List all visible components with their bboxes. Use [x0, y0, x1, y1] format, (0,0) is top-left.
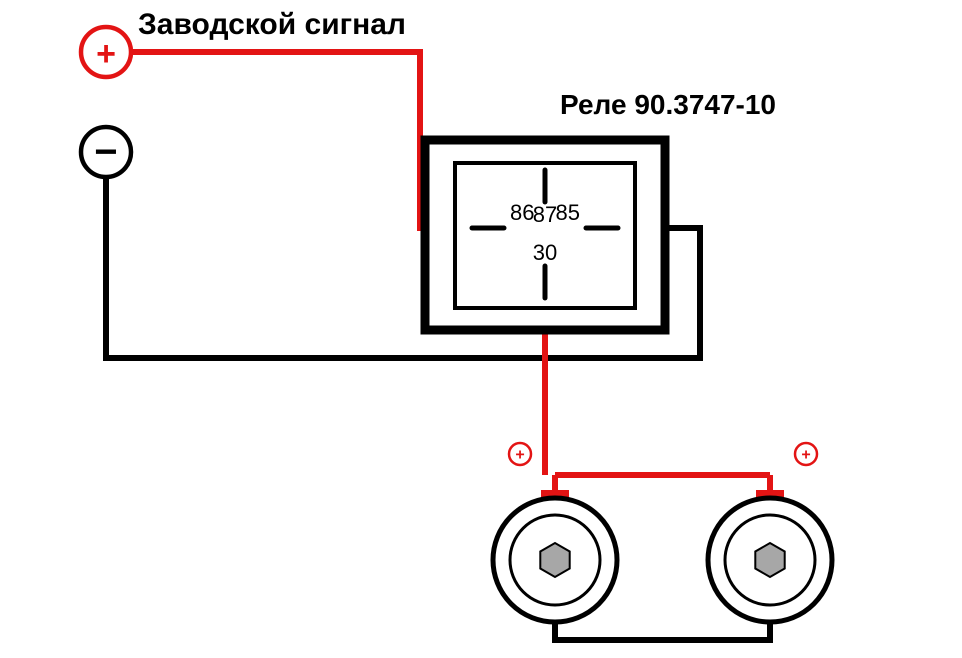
svg-text:−: − [94, 130, 117, 174]
horn-2: + [708, 443, 832, 622]
relay-model-label: Реле 90.3747-10 [560, 89, 776, 120]
svg-text:+: + [801, 447, 810, 464]
pin-87-label: 87 [533, 202, 557, 227]
horn-2-plus-icon: + [795, 443, 817, 465]
pin-85-label: 85 [556, 200, 580, 225]
relay: 87 86 85 30 [425, 140, 665, 330]
plus-badge: + [81, 27, 131, 77]
wire-black-horn-link [555, 622, 770, 640]
wiring-diagram: + − Заводской сигнал Реле 90.3747-10 87 … [0, 0, 962, 658]
svg-text:+: + [96, 35, 116, 73]
horn-1: + [493, 443, 617, 622]
pin-30-label: 30 [533, 240, 557, 265]
factory-signal-label: Заводской сигнал [138, 8, 406, 41]
horn-1-plus-icon: + [509, 443, 531, 465]
svg-text:+: + [515, 447, 524, 464]
minus-badge: − [81, 127, 131, 177]
pin-86-label: 86 [510, 200, 534, 225]
